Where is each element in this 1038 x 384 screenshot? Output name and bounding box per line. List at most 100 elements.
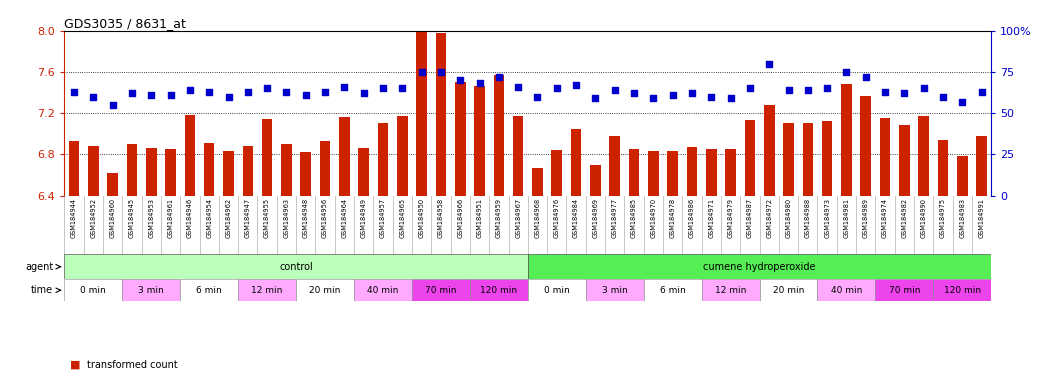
Point <box>471 80 488 86</box>
Text: GSM184971: GSM184971 <box>708 198 714 238</box>
Bar <box>64 279 122 301</box>
Point <box>645 95 661 101</box>
Text: GSM184960: GSM184960 <box>110 198 115 238</box>
Bar <box>122 279 181 301</box>
Text: control: control <box>279 262 313 272</box>
Bar <box>470 279 527 301</box>
Bar <box>455 82 466 195</box>
Bar <box>146 148 157 195</box>
Bar <box>243 146 253 195</box>
Text: GSM184954: GSM184954 <box>207 198 212 238</box>
Point <box>722 95 739 101</box>
Text: GSM184981: GSM184981 <box>844 198 849 238</box>
Point <box>548 85 565 91</box>
Text: 70 min: 70 min <box>426 286 457 295</box>
Text: GSM184984: GSM184984 <box>573 198 579 238</box>
Text: GSM184968: GSM184968 <box>535 198 541 238</box>
Point <box>394 85 411 91</box>
Text: GSM184958: GSM184958 <box>438 198 444 238</box>
Text: GSM184962: GSM184962 <box>225 198 231 238</box>
Bar <box>296 279 354 301</box>
Point <box>433 69 449 75</box>
Bar <box>818 279 875 301</box>
Point <box>240 89 256 95</box>
Bar <box>957 156 967 195</box>
Text: GSM184969: GSM184969 <box>593 198 599 238</box>
Text: agent: agent <box>25 262 53 272</box>
Text: 40 min: 40 min <box>830 286 863 295</box>
Bar <box>474 86 485 195</box>
Point <box>684 90 701 96</box>
Bar <box>590 165 601 195</box>
Bar <box>527 279 585 301</box>
Text: 6 min: 6 min <box>196 286 222 295</box>
Bar <box>764 105 774 195</box>
Text: 3 min: 3 min <box>602 286 628 295</box>
Point <box>838 69 854 75</box>
Text: GSM184966: GSM184966 <box>457 198 463 238</box>
Point <box>220 94 237 100</box>
Text: GSM184973: GSM184973 <box>824 198 830 238</box>
Bar <box>899 126 909 195</box>
Text: GSM184980: GSM184980 <box>786 198 792 238</box>
Bar <box>185 115 195 195</box>
Point <box>124 90 140 96</box>
Bar <box>880 118 891 195</box>
Point <box>258 85 275 91</box>
Point <box>781 87 797 93</box>
Bar <box>203 143 215 195</box>
Point <box>819 85 836 91</box>
Text: GSM184951: GSM184951 <box>476 198 483 238</box>
Point <box>529 94 546 100</box>
Bar <box>416 32 427 195</box>
Bar <box>919 116 929 195</box>
Bar <box>841 84 852 195</box>
Bar <box>300 152 311 195</box>
Text: ■: ■ <box>70 360 80 370</box>
Text: GSM184949: GSM184949 <box>360 198 366 238</box>
Text: GSM184972: GSM184972 <box>766 198 772 238</box>
Text: GSM184947: GSM184947 <box>245 198 251 238</box>
Text: GSM184944: GSM184944 <box>71 198 77 238</box>
Text: GSM184967: GSM184967 <box>515 198 521 238</box>
Bar <box>648 151 659 195</box>
Bar <box>644 279 702 301</box>
Bar <box>358 148 368 195</box>
Text: 0 min: 0 min <box>544 286 570 295</box>
Bar <box>88 146 99 195</box>
Bar <box>354 279 412 301</box>
Bar <box>165 149 175 195</box>
Text: GSM184953: GSM184953 <box>148 198 155 238</box>
Text: GSM184985: GSM184985 <box>631 198 637 238</box>
Point <box>413 69 430 75</box>
Bar <box>320 141 330 195</box>
Bar <box>629 149 639 195</box>
Bar <box>262 119 272 195</box>
Bar <box>181 279 238 301</box>
Bar <box>551 150 563 195</box>
Text: 6 min: 6 min <box>660 286 685 295</box>
Point <box>761 61 777 67</box>
Point <box>85 94 102 100</box>
Bar <box>436 33 446 195</box>
Point <box>916 85 932 91</box>
Text: GSM184955: GSM184955 <box>264 198 270 238</box>
Text: GSM184991: GSM184991 <box>979 198 985 238</box>
Bar <box>784 123 794 195</box>
Bar <box>861 96 871 195</box>
Point <box>375 85 391 91</box>
Text: GSM184982: GSM184982 <box>901 198 907 238</box>
Point <box>65 89 82 95</box>
Bar <box>493 75 504 195</box>
Text: GSM184956: GSM184956 <box>322 198 328 238</box>
Point <box>317 89 333 95</box>
Bar <box>527 254 991 279</box>
Text: GSM184976: GSM184976 <box>554 198 559 238</box>
Text: GSM184959: GSM184959 <box>496 198 501 238</box>
Text: 12 min: 12 min <box>251 286 282 295</box>
Bar <box>702 279 760 301</box>
Text: GSM184977: GSM184977 <box>611 198 618 238</box>
Point <box>877 89 894 95</box>
Text: GSM184988: GSM184988 <box>804 198 811 238</box>
Point <box>105 102 121 108</box>
